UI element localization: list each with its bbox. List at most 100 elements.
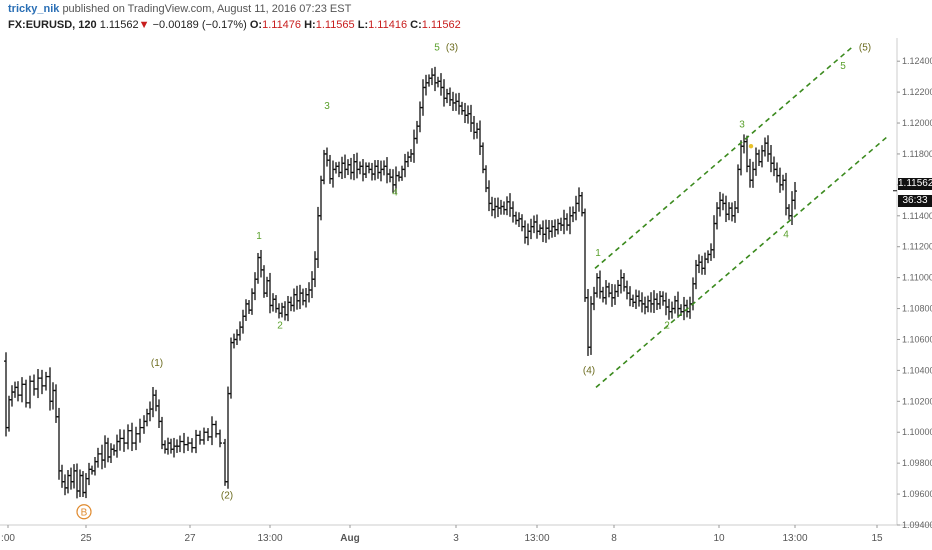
ohlc-bar (78, 469, 82, 498)
ohlc-bar (325, 147, 329, 167)
ohlc-bar (385, 157, 389, 184)
ohlc-bar (436, 76, 440, 88)
ohlc-bar (115, 434, 119, 458)
ohlc-bar (51, 382, 55, 410)
ohlc-bar (367, 162, 371, 174)
ohlc-bar (526, 223, 530, 246)
ohlc-bar (169, 438, 173, 454)
ohlc-bar (292, 288, 296, 312)
ohlc-bar (226, 386, 230, 489)
ohlc-bar (514, 211, 518, 225)
quote-line: FX:EURUSD, 120 1.11562▼ −0.00189 (−0.17%… (8, 19, 461, 31)
ohlc-bar (502, 201, 506, 215)
ohlc-bar (550, 220, 554, 238)
ohlc-bar (194, 429, 198, 454)
ohlc-bar (784, 172, 788, 216)
wave-label: (4) (583, 365, 595, 376)
ohlc-bar (622, 273, 626, 292)
wave-label: 1 (595, 248, 601, 259)
author-link[interactable]: tricky_nik (8, 3, 60, 15)
ohlc-bar (751, 161, 755, 188)
ohlc-bar (586, 288, 590, 356)
ohlc-bar (793, 181, 797, 210)
ohlc-bar (166, 437, 170, 455)
ohlc-bar (186, 436, 190, 451)
ohlc-bar (145, 408, 149, 427)
wave-label: B (81, 508, 88, 519)
ohlc-bar (559, 217, 563, 231)
ohlc-bar (613, 284, 617, 305)
wave-label-circle (76, 504, 92, 520)
ohlc-bar (451, 91, 455, 111)
ohlc-bar (748, 158, 752, 188)
ohlc-bar (72, 464, 76, 489)
wave-label: 5 (840, 61, 846, 72)
trend-channel-line (595, 136, 888, 389)
ohlc-bar (75, 463, 79, 499)
ohlc-bar (16, 381, 20, 402)
x-tick-label: 15 (871, 533, 883, 544)
ohlc-bar (517, 212, 521, 228)
y-tick-label: 1.09400 (902, 520, 932, 530)
ohlc-bar (742, 134, 746, 154)
ohlc-bar (268, 272, 272, 314)
ohlc-bar (727, 202, 731, 221)
ohlc-bar (655, 293, 659, 310)
ohlc-bar (598, 270, 602, 299)
ohlc-bar (28, 375, 32, 409)
ohlc-bar (454, 93, 458, 111)
ohlc-bar (664, 292, 668, 316)
ohlc-bar (493, 197, 497, 219)
ohlc-bar (343, 154, 347, 179)
y-tick-label: 1.10000 (902, 427, 932, 437)
y-tick-label: 1.11400 (902, 211, 932, 221)
ohlc-bar (766, 135, 770, 162)
ohlc-bar (334, 162, 338, 174)
wave-label: (1) (151, 358, 163, 369)
wave-label: 3 (324, 101, 330, 112)
symbol-label[interactable]: FX:EURUSD, 120 (8, 19, 97, 31)
ohlc-bar (478, 120, 482, 155)
ohlc-bar (250, 288, 254, 315)
annotation-dot (748, 144, 754, 149)
ohlc-bar (301, 288, 305, 306)
ohlc-bar (48, 367, 52, 411)
ohlc-bar (511, 201, 515, 223)
ohlc-bar (577, 187, 581, 212)
ohlc-bar (544, 219, 548, 243)
ohlc-bar (84, 473, 88, 499)
ohlc-bar (424, 74, 428, 96)
wave-label: 5 (434, 42, 440, 53)
ohlc-bar (265, 276, 269, 298)
ohlc-bar (769, 144, 773, 173)
ohlc-bar (122, 429, 126, 452)
wave-label: (2) (221, 491, 233, 502)
ohlc-bar (100, 444, 104, 470)
ohlc-bar (283, 301, 287, 321)
ohlc-bar (346, 159, 350, 176)
ohlc-bar (775, 162, 779, 183)
ohlc-bar (235, 329, 239, 346)
ohlc-bar (63, 474, 67, 496)
ohlc-bar (637, 290, 641, 307)
ohlc-bar (331, 160, 335, 188)
ohlc-bar (556, 218, 560, 235)
ohlc-bar (703, 252, 707, 275)
ohlc-bar (103, 435, 107, 468)
close-label: C: (410, 19, 422, 31)
ohlc-bar (206, 428, 210, 442)
ohlc-bar (529, 218, 533, 240)
x-tick-label: 13:00 (257, 533, 282, 544)
ohlc-bar (44, 371, 48, 391)
ohlc-bar (40, 369, 44, 395)
ohlc-bar (182, 432, 186, 454)
ohlc-bar (57, 407, 61, 480)
ohlc-bar (421, 79, 425, 116)
ohlc-bar (583, 208, 587, 302)
ohlc-bar (202, 427, 206, 445)
wave-label: 1 (256, 231, 262, 242)
ohlc-bar (154, 389, 158, 412)
ohlc-bar (700, 255, 704, 275)
y-tick-label: 1.09800 (902, 458, 932, 468)
